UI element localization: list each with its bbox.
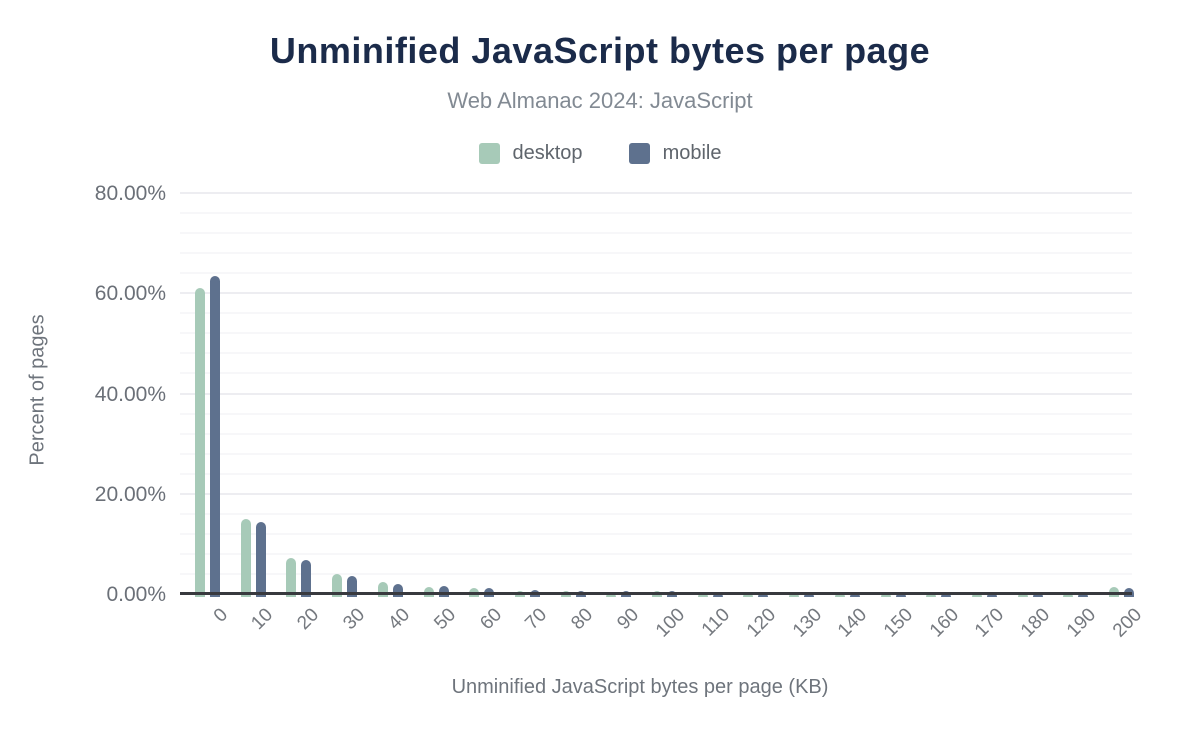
major-gridline: [180, 292, 1132, 295]
x-tick-label-140: 140: [834, 604, 872, 642]
x-tick-label-40: 40: [384, 604, 415, 635]
legend-label-desktop: desktop: [512, 141, 583, 164]
mobile-bar-170kb[interactable]: [986, 593, 997, 597]
y-tick-label-80: 80.00%: [94, 182, 166, 205]
major-gridline: [180, 192, 1132, 194]
mobile-bar-50kb[interactable]: [438, 585, 449, 597]
x-tick-label-110: 110: [698, 604, 735, 641]
desktop-bar-0kb[interactable]: [195, 288, 205, 597]
minor-gridline: [180, 552, 1132, 555]
desktop-bar-160kb[interactable]: [926, 593, 937, 597]
mobile-bar-160kb[interactable]: [941, 593, 952, 597]
x-tick-label-70: 70: [521, 604, 552, 635]
y-axis-title: Percent of pages: [26, 314, 49, 466]
desktop-bar-30kb[interactable]: [332, 574, 343, 597]
x-axis-line: [180, 592, 1132, 595]
x-tick-label-30: 30: [338, 604, 369, 635]
x-tick-label-120: 120: [742, 604, 781, 642]
desktop-bar-170kb[interactable]: [971, 593, 982, 597]
mobile-series-swatch-icon: [628, 142, 650, 164]
minor-gridline: [180, 312, 1132, 315]
x-tick-label-50: 50: [430, 604, 461, 635]
mobile-bar-0kb[interactable]: [210, 275, 220, 597]
chart-subtitle: Web Almanac 2024: JavaScript: [447, 88, 753, 113]
legend-item-mobile[interactable]: mobile: [628, 141, 722, 165]
minor-gridline: [180, 232, 1132, 235]
x-tick-label-100: 100: [651, 604, 689, 642]
minor-gridline: [180, 272, 1132, 275]
minor-gridline: [180, 432, 1132, 435]
x-tick-label-190: 190: [1062, 604, 1100, 642]
x-tick-label-170: 170: [971, 604, 1009, 642]
desktop-bar-50kb[interactable]: [423, 586, 434, 597]
x-tick-label-0: 0: [209, 604, 232, 627]
x-tick-label-10: 10: [247, 604, 278, 635]
minor-gridline: [180, 252, 1132, 255]
minor-gridline: [180, 332, 1132, 335]
minor-gridline: [180, 472, 1132, 475]
mobile-bar-180kb[interactable]: [1032, 593, 1043, 597]
minor-gridline: [180, 452, 1132, 455]
desktop-bar-140kb[interactable]: [834, 593, 845, 597]
x-tick-label-150: 150: [879, 604, 918, 642]
minor-gridline: [180, 412, 1132, 415]
y-tick-label-20: 20.00%: [94, 482, 166, 506]
x-axis-title: Unminified JavaScript bytes per page (KB…: [451, 676, 829, 698]
mobile-bar-10kb[interactable]: [255, 522, 266, 597]
major-gridline: [180, 392, 1132, 395]
major-gridline: [180, 492, 1132, 495]
x-tick-label-200: 200: [1108, 604, 1146, 642]
chart-title: Unminified JavaScript bytes per page: [269, 30, 931, 71]
desktop-bar-20kb[interactable]: [286, 557, 297, 597]
x-tick-label-160: 160: [925, 604, 963, 642]
minor-gridline: [180, 532, 1132, 535]
legend-item-desktop[interactable]: desktop: [478, 141, 583, 165]
desktop-bar-10kb[interactable]: [240, 519, 251, 597]
legend-label-mobile: mobile: [662, 141, 722, 164]
x-tick-label-80: 80: [567, 604, 598, 635]
minor-gridline: [180, 352, 1132, 355]
minor-gridline: [180, 572, 1132, 575]
minor-gridline: [180, 512, 1132, 515]
mobile-bar-40kb[interactable]: [392, 584, 403, 597]
legend: desktop mobile: [0, 140, 1200, 166]
x-tick-label-130: 130: [788, 604, 826, 642]
x-tick-label-90: 90: [613, 604, 643, 635]
desktop-bar-40kb[interactable]: [377, 582, 388, 597]
desktop-bar-200kb[interactable]: [1109, 586, 1119, 597]
desktop-bar-180kb[interactable]: [1017, 593, 1028, 597]
y-tick-label-0: 0.00%: [106, 583, 166, 606]
x-tick-label-20: 20: [293, 604, 324, 635]
mobile-bar-30kb[interactable]: [347, 576, 358, 597]
x-tick-label-60: 60: [476, 604, 506, 635]
y-tick-label-40: 40.00%: [94, 382, 166, 406]
desktop-series-swatch-icon: [478, 142, 500, 164]
x-tick-label-180: 180: [1016, 604, 1055, 642]
mobile-bar-20kb[interactable]: [301, 560, 312, 597]
minor-gridline: [180, 212, 1132, 215]
desktop-bar-150kb[interactable]: [880, 593, 891, 597]
y-tick-label-60: 60.00%: [94, 282, 166, 306]
minor-gridline: [180, 372, 1132, 375]
